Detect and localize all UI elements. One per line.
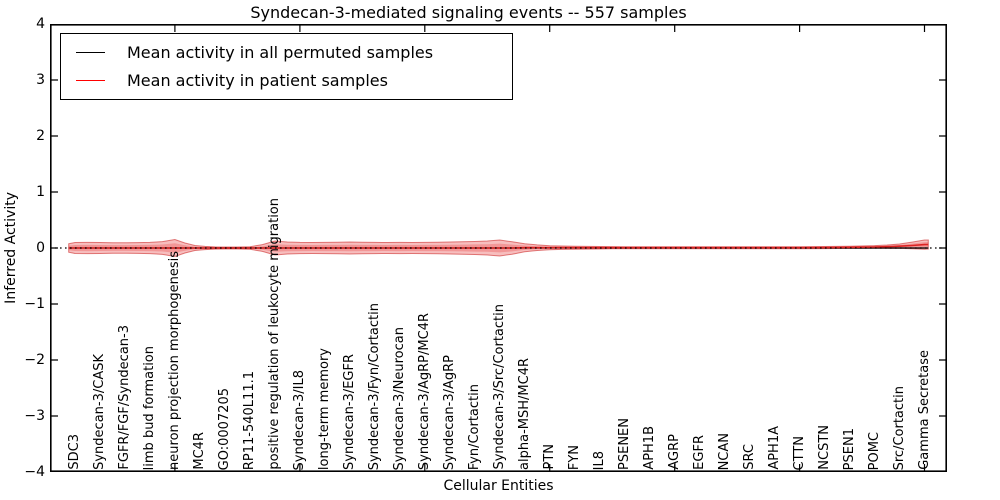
y-tick-label: 0 <box>36 240 45 256</box>
x-category-label: Syndecan-3/AgRP/MC4R <box>416 312 432 470</box>
y-tick-label: −2 <box>24 352 45 368</box>
x-axis-label: Cellular Entities <box>443 478 554 494</box>
x-category-label: Syndecan-3/Src/Cortactin <box>491 304 507 470</box>
x-category-label: FGFR/FGF/Syndecan-3 <box>116 325 132 470</box>
y-tick-label: −1 <box>24 296 45 312</box>
black-line-sample-icon <box>76 52 105 54</box>
x-category-label: Src/Cortactin <box>891 385 907 470</box>
x-category-label: GO:0007205 <box>216 387 232 470</box>
x-category-label: positive regulation of leukocyte migrati… <box>266 198 282 470</box>
x-category-label: RP11-540L11.1 <box>241 370 257 470</box>
y-tick-label: −3 <box>24 408 45 424</box>
x-category-label: limb bud formation <box>141 345 157 470</box>
red-line-sample-icon <box>76 79 105 81</box>
x-category-label: Fyn/Cortactin <box>466 383 482 470</box>
x-category-label: APH1B <box>641 426 657 470</box>
x-category-label: Syndecan-3/EGFR <box>341 354 357 470</box>
x-category-label: Syndecan-3/Neurocan <box>391 326 407 470</box>
x-category-label: Syndecan-3/Fyn/Cortactin <box>366 302 382 470</box>
legend-item-permuted: Mean activity in all permuted samples <box>76 43 508 62</box>
x-category-label: FYN <box>566 444 582 470</box>
y-tick-label: 2 <box>36 128 45 144</box>
y-tick-label: 3 <box>36 72 45 88</box>
legend-label-permuted: Mean activity in all permuted samples <box>127 43 434 63</box>
axis-spines <box>50 24 947 472</box>
y-tick-label: −4 <box>24 464 45 480</box>
y-tick-label: 1 <box>36 184 45 200</box>
x-category-label: PSEN1 <box>841 427 857 470</box>
axis-ticks <box>51 24 946 472</box>
x-category-label: CTTN <box>791 435 807 470</box>
x-category-label: neuron projection morphogenesis <box>166 251 182 470</box>
plot-area <box>50 24 947 472</box>
x-category-label: NCSTN <box>816 425 832 470</box>
x-category-label: PTN <box>541 444 557 470</box>
y-tick-label: 4 <box>36 16 45 32</box>
x-category-label: Syndecan-3/IL8 <box>291 369 307 470</box>
chart-title: Syndecan-3-mediated signaling events -- … <box>250 3 687 22</box>
x-category-label: Syndecan-3/AgRP <box>441 354 457 470</box>
x-category-label: alpha-MSH/MC4R <box>516 358 532 470</box>
x-category-label: SDC3 <box>66 434 82 470</box>
x-category-label: NCAN <box>716 432 732 470</box>
legend-item-patient: Mean activity in patient samples <box>76 71 508 90</box>
x-category-label: AGRP <box>666 434 682 470</box>
legend: Mean activity in all permuted samples Me… <box>60 33 513 100</box>
legend-label-patient: Mean activity in patient samples <box>127 70 388 90</box>
x-category-label: PSENEN <box>616 418 632 470</box>
x-category-label: SRC <box>741 444 757 470</box>
x-category-label: POMC <box>866 431 882 470</box>
x-category-label: Syndecan-3/CASK <box>91 354 107 470</box>
x-category-label: IL8 <box>591 450 607 470</box>
x-category-label: EGFR <box>691 435 707 470</box>
x-category-label: APH1A <box>766 426 782 470</box>
x-category-label: MC4R <box>191 432 207 470</box>
x-category-label: Gamma Secretase <box>916 350 932 470</box>
x-category-label: long-term memory <box>316 347 332 470</box>
